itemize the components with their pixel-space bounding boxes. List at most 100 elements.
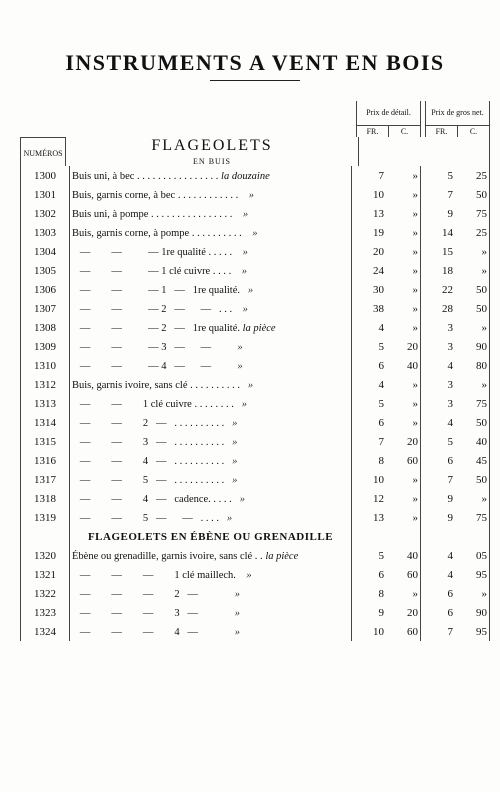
- item-description: Buis uni, à bec . . . . . . . . . . . . …: [70, 166, 352, 185]
- price-detail-c: 40: [386, 356, 421, 375]
- price-gros-c: 90: [455, 603, 490, 622]
- price-gros-c: 90: [455, 337, 490, 356]
- price-detail-fr: 4: [352, 375, 387, 394]
- page-title: INSTRUMENTS A VENT EN BOIS: [20, 50, 490, 76]
- item-number: 1321: [21, 565, 70, 584]
- table-row: 1321 — — — 1 clé maillech. »660495: [21, 565, 490, 584]
- unit-fr: FR.: [426, 126, 458, 137]
- price-gros-fr: 7: [421, 622, 456, 641]
- price-detail-c: »: [386, 375, 421, 394]
- price-detail-c: »: [386, 223, 421, 242]
- price-detail-fr: 8: [352, 451, 387, 470]
- item-number: 1324: [21, 622, 70, 641]
- item-description: — — — 1 clé cuivre . . . . »: [70, 261, 352, 280]
- title-rule: [210, 80, 300, 81]
- item-description: — — 4 — . . . . . . . . . . »: [70, 451, 352, 470]
- item-description: — — — 3 — »: [70, 603, 352, 622]
- price-detail-fr: 10: [352, 185, 387, 204]
- item-description: — — — 2 — — . . . »: [70, 299, 352, 318]
- price-detail-fr: 24: [352, 261, 387, 280]
- price-gros-fr: 22: [421, 280, 456, 299]
- price-gros-fr: 4: [421, 565, 456, 584]
- price-gros-c: 50: [455, 185, 490, 204]
- price-gros-fr: 15: [421, 242, 456, 261]
- item-description: — — 1 clé cuivre . . . . . . . . »: [70, 394, 352, 413]
- price-detail-c: 20: [386, 337, 421, 356]
- item-description: — — — 1 clé maillech. »: [70, 565, 352, 584]
- item-number: 1308: [21, 318, 70, 337]
- price-gros-c: »: [455, 584, 490, 603]
- price-gros-fr: 4: [421, 356, 456, 375]
- item-description: — — 2 — . . . . . . . . . . »: [70, 413, 352, 432]
- price-detail-c: »: [386, 261, 421, 280]
- price-gros-fr: 14: [421, 223, 456, 242]
- price-gros-fr: 28: [421, 299, 456, 318]
- price-detail-fr: 30: [352, 280, 387, 299]
- item-description: Buis, garnis ivoire, sans clé . . . . . …: [70, 375, 352, 394]
- price-gros-c: »: [455, 318, 490, 337]
- price-gros-c: 40: [455, 432, 490, 451]
- item-number: 1322: [21, 584, 70, 603]
- item-number: 1310: [21, 356, 70, 375]
- item-number: 1317: [21, 470, 70, 489]
- catalog-table: 1300Buis uni, à bec . . . . . . . . . . …: [20, 166, 490, 641]
- item-number: 1304: [21, 242, 70, 261]
- table-row: 1300Buis uni, à bec . . . . . . . . . . …: [21, 166, 490, 185]
- price-detail-c: »: [386, 584, 421, 603]
- price-gros-c: 95: [455, 622, 490, 641]
- price-detail-fr: 6: [352, 565, 387, 584]
- price-detail-fr: 5: [352, 337, 387, 356]
- unit-c: C.: [458, 126, 489, 137]
- table-row: 1303Buis, garnis corne, à pompe . . . . …: [21, 223, 490, 242]
- item-number: 1314: [21, 413, 70, 432]
- col-numeros-label: NUMÉROS: [20, 137, 66, 166]
- price-detail-c: 60: [386, 565, 421, 584]
- price-detail-c: »: [386, 394, 421, 413]
- item-number: 1319: [21, 508, 70, 527]
- price-gros-c: 75: [455, 394, 490, 413]
- price-gros-c: 50: [455, 413, 490, 432]
- unit-fr: FR.: [357, 126, 389, 137]
- price-detail-fr: 7: [352, 166, 387, 185]
- table-row: 1322 — — — 2 — »8»6»: [21, 584, 490, 603]
- price-detail-fr: 10: [352, 622, 387, 641]
- table-row: 1308 — — — 2 — 1re qualité. la pièce4»3»: [21, 318, 490, 337]
- price-gros-fr: 4: [421, 546, 456, 565]
- price-gros-c: 25: [455, 166, 490, 185]
- table-row: 1320Ébène ou grenadille, garnis ivoire, …: [21, 546, 490, 565]
- item-description: Buis, garnis corne, à bec . . . . . . . …: [70, 185, 352, 204]
- price-detail-fr: 6: [352, 413, 387, 432]
- item-number: 1312: [21, 375, 70, 394]
- price-gros-fr: 7: [421, 185, 456, 204]
- price-gros-fr: 9: [421, 508, 456, 527]
- price-detail-c: »: [386, 242, 421, 261]
- catalog-page: INSTRUMENTS A VENT EN BOIS Prix de détai…: [0, 0, 500, 792]
- item-number: 1301: [21, 185, 70, 204]
- price-gros-fr: 7: [421, 470, 456, 489]
- price-detail-c: 60: [386, 622, 421, 641]
- item-number: 1318: [21, 489, 70, 508]
- price-header: Prix de détail. FR. C. Prix de gros net.…: [356, 101, 490, 137]
- item-number: 1309: [21, 337, 70, 356]
- price-detail-fr: 9: [352, 603, 387, 622]
- price-gros-fr: 5: [421, 432, 456, 451]
- price-gros-fr: 3: [421, 375, 456, 394]
- item-description: — — — 1re qualité . . . . . »: [70, 242, 352, 261]
- table-row: 1306 — — — 1 — 1re qualité. »30»2250: [21, 280, 490, 299]
- item-description: Buis uni, à pompe . . . . . . . . . . . …: [70, 204, 352, 223]
- item-number: 1302: [21, 204, 70, 223]
- price-detail-label: Prix de détail.: [357, 101, 420, 126]
- price-gros-c: 95: [455, 565, 490, 584]
- price-detail-fr: 8: [352, 584, 387, 603]
- table-row: 1305 — — — 1 clé cuivre . . . . »24»18»: [21, 261, 490, 280]
- price-detail-c: »: [386, 299, 421, 318]
- price-detail-c: »: [386, 204, 421, 223]
- table-row: 1302Buis uni, à pompe . . . . . . . . . …: [21, 204, 490, 223]
- price-gros-fr: 6: [421, 603, 456, 622]
- item-description: — — — 4 — »: [70, 622, 352, 641]
- price-detail-c: 40: [386, 546, 421, 565]
- price-detail-fr: 5: [352, 546, 387, 565]
- item-number: 1306: [21, 280, 70, 299]
- price-detail-c: »: [386, 508, 421, 527]
- price-detail-c: »: [386, 489, 421, 508]
